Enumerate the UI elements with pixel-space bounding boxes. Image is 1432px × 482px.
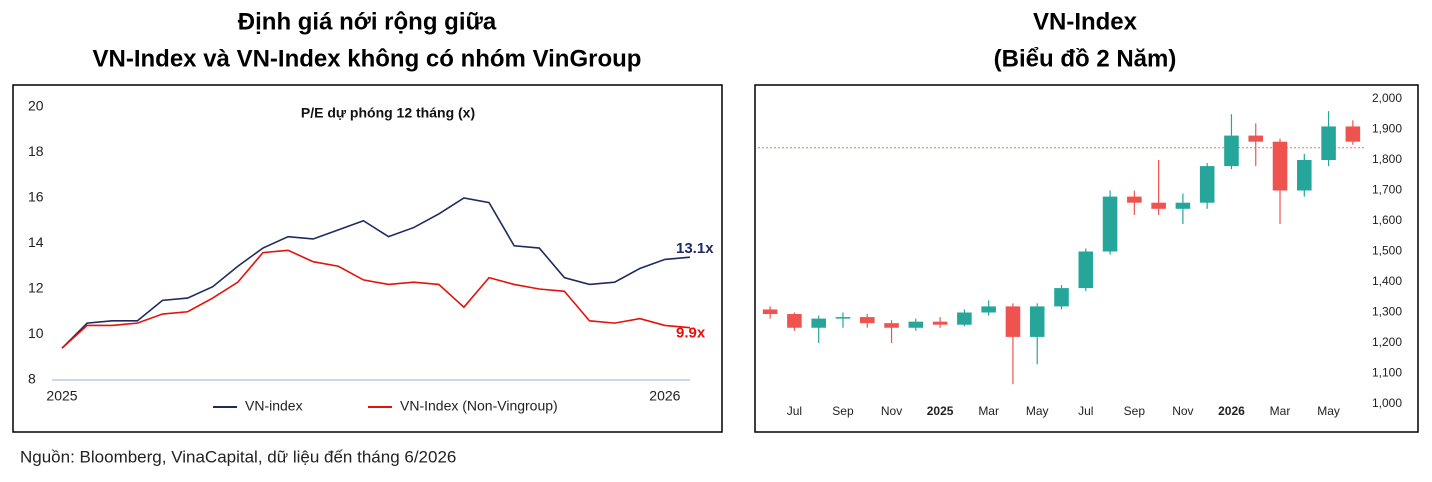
candle-body — [1199, 166, 1215, 203]
y-tick-label: 1,100 — [1372, 366, 1402, 380]
source-note: Nguồn: Bloomberg, VinaCapital, dữ liệu đ… — [20, 447, 456, 466]
candle-body — [1175, 202, 1191, 209]
candle-body — [762, 309, 778, 315]
candle-body — [1272, 141, 1288, 191]
candle-body — [884, 323, 899, 328]
chart-title: (Biểu đồ 2 Năm) — [994, 45, 1177, 72]
x-tick-label: Sep — [1124, 404, 1146, 418]
x-tick-label: 2026 — [649, 388, 680, 404]
candle-body — [981, 306, 996, 313]
y-tick-label: 12 — [28, 280, 44, 296]
chart-title: VN-Index và VN-Index không có nhóm VinGr… — [93, 45, 642, 72]
candle-body — [811, 318, 826, 328]
x-tick-label: 2026 — [1218, 404, 1245, 418]
y-tick-label: 1,800 — [1372, 152, 1402, 166]
x-tick-label: May — [1026, 404, 1049, 418]
end-label: 9.9x — [676, 325, 706, 342]
right-frame — [754, 84, 1419, 433]
legend-label: VN-index — [245, 398, 303, 414]
x-tick-label: Mar — [978, 404, 999, 418]
x-tick-label: Jul — [1078, 404, 1093, 418]
candle-body — [859, 317, 875, 324]
candle-body — [787, 314, 802, 328]
chart-title: Định giá nới rộng giữa — [238, 8, 497, 35]
x-tick-label: May — [1317, 404, 1340, 418]
y-tick-label: 1,600 — [1372, 213, 1402, 227]
x-tick-label: Sep — [832, 404, 854, 418]
x-tick-label: Nov — [881, 404, 902, 418]
y-tick-label: 1,000 — [1372, 396, 1402, 410]
y-tick-label: 2,000 — [1372, 91, 1402, 105]
y-tick-label: 1,900 — [1372, 122, 1402, 136]
y-tick-label: 1,200 — [1372, 335, 1402, 349]
candle-body — [1005, 306, 1021, 337]
y-tick-label: 18 — [28, 143, 44, 159]
series-line — [61, 197, 691, 349]
candle-body — [1029, 306, 1045, 337]
candle-body — [1248, 135, 1264, 142]
candle-body — [835, 317, 851, 319]
y-tick-label: 1,300 — [1372, 305, 1402, 319]
x-tick-label: Nov — [1172, 404, 1193, 418]
candle-body — [1127, 196, 1142, 203]
candle-body — [1078, 251, 1094, 289]
candle-body — [1102, 196, 1118, 252]
candle-body — [957, 312, 972, 325]
x-tick-label: 2025 — [46, 388, 77, 404]
y-tick-label: 10 — [28, 325, 44, 341]
candle-body — [932, 321, 948, 325]
end-label: 13.1x — [676, 240, 714, 257]
candle-body — [1054, 288, 1069, 307]
series-line — [61, 249, 691, 349]
y-tick-label: 20 — [28, 98, 44, 114]
candle-body — [1297, 160, 1312, 191]
left-frame — [12, 84, 723, 433]
chart-title: VN-Index — [1033, 8, 1138, 35]
y-tick-label: 8 — [28, 371, 36, 387]
y-tick-label: 14 — [28, 234, 44, 250]
y-tick-label: 1,700 — [1372, 183, 1402, 197]
x-tick-label: Mar — [1270, 404, 1291, 418]
chart-subtitle: P/E dự phóng 12 tháng (x) — [301, 105, 475, 121]
y-tick-label: 1,500 — [1372, 244, 1402, 258]
x-tick-label: Jul — [787, 404, 802, 418]
y-tick-label: 1,400 — [1372, 274, 1402, 288]
legend-label: VN-Index (Non-Vingroup) — [400, 398, 558, 414]
candle-body — [1345, 126, 1361, 142]
candle-body — [1224, 135, 1239, 167]
candle-body — [1321, 126, 1336, 160]
x-tick-label: 2025 — [927, 404, 954, 418]
candle-body — [1151, 202, 1166, 209]
candle-body — [908, 321, 924, 328]
y-tick-label: 16 — [28, 189, 44, 205]
